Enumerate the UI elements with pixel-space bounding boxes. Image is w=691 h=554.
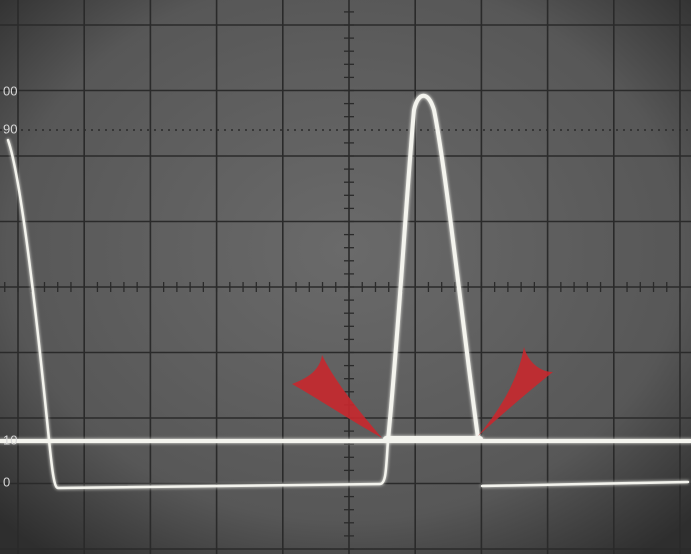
left-arrow (292, 355, 382, 438)
center-ticks (4, 11, 681, 550)
delayed-trace-end (480, 480, 690, 488)
delayed-trace (6, 138, 390, 490)
scale-label: 00 (3, 83, 17, 98)
traces (0, 93, 691, 490)
pulse-trace (386, 93, 480, 442)
markers (292, 347, 553, 438)
scale-label: 0 (3, 474, 10, 489)
scale-label: 90 (3, 121, 17, 136)
scale-label: 10 (3, 432, 17, 447)
right-arrow (478, 347, 553, 436)
